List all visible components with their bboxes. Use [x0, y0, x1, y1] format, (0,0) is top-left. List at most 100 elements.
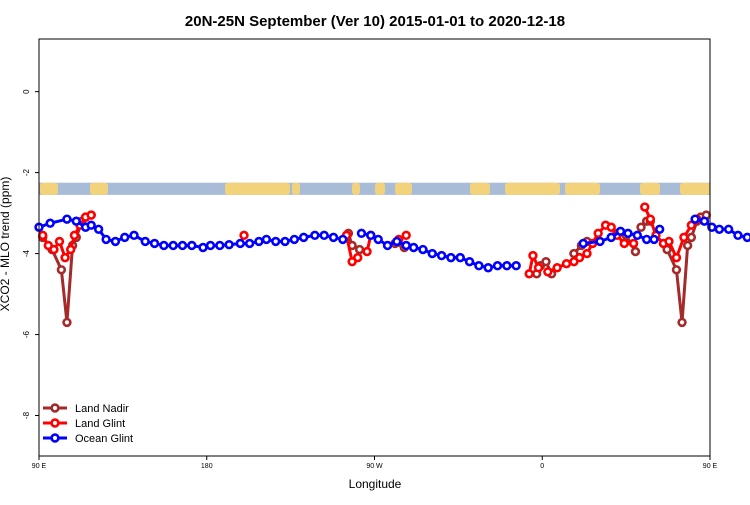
ocean-glint-point [707, 222, 717, 232]
ocean-glint-point [298, 232, 309, 243]
ocean-glint-point [474, 261, 484, 271]
land-glint-point [49, 244, 59, 255]
ocean-glint-point [690, 214, 700, 224]
land-glint-point [679, 232, 689, 243]
y-tick-label: -6 [22, 330, 31, 338]
ocean-glint-point [427, 248, 437, 259]
x-axis: 90 E 180 90 W 0 90 E [32, 456, 718, 470]
map-land [292, 182, 300, 195]
legend-label-land-glint: Land Glint [75, 418, 125, 430]
land-nadir-point [630, 246, 641, 257]
land-glint-point [38, 230, 48, 241]
ocean-glint-point [261, 234, 272, 245]
ocean-glint-point [205, 240, 216, 251]
ocean-glint-point [93, 224, 104, 234]
map-land [565, 182, 600, 195]
map-land [680, 182, 710, 195]
legend-marker-ocean-glint [50, 433, 60, 443]
ocean-glint-point [483, 263, 493, 273]
land-glint-point [593, 228, 603, 239]
land-glint-point [69, 230, 80, 241]
land-nadir-point [671, 265, 682, 275]
legend-label-land-nadir: Land Nadir [75, 403, 129, 415]
land-glint-point [362, 246, 372, 257]
ocean-glint-point [101, 234, 111, 245]
ocean-glint-point [455, 252, 465, 263]
ocean-glint-point [140, 236, 150, 247]
land-glint-point [543, 267, 553, 277]
land-glint-point [239, 230, 249, 241]
ocean-glint-point [492, 261, 503, 271]
ocean-glint-point [215, 240, 225, 251]
map-ocean [39, 182, 710, 195]
ocean-glint-point [632, 230, 643, 241]
ocean-glint-point [71, 216, 81, 226]
land-glint-point [582, 248, 592, 259]
map-land [225, 182, 290, 195]
land-glint-point [54, 236, 65, 247]
ocean-glint-point [595, 236, 605, 247]
ocean-glint-point [149, 238, 160, 249]
land-glint-point [65, 244, 76, 255]
land-nadir-point [56, 265, 67, 275]
ocean-glint-point [699, 216, 710, 226]
land-nadir-point [62, 317, 72, 328]
ocean-glint-point [319, 230, 329, 241]
x-tick-label: 90 E [32, 463, 47, 470]
legend-label-ocean-glint: Ocean Glint [75, 433, 133, 445]
ocean-glint-point [464, 256, 475, 267]
map-land [40, 182, 58, 195]
chart-title: 20N-25N September (Ver 10) 2015-01-01 to… [185, 13, 565, 30]
ocean-glint-point [649, 234, 659, 245]
land-glint-point [524, 269, 534, 279]
ocean-glint-point [110, 236, 121, 247]
y-axis-label: XCO2 - MLO trend (ppm) [0, 177, 12, 312]
legend: Land Nadir Land Glint Ocean Glint [43, 403, 133, 445]
series-ocean-glint [34, 214, 750, 273]
map-band [39, 182, 710, 195]
ocean-glint-point [623, 228, 633, 239]
ocean-glint-point [418, 244, 428, 255]
ocean-glint-point [392, 236, 402, 247]
land-nadir-point [677, 317, 687, 328]
ocean-glint-line [361, 231, 517, 270]
ocean-glint-point [742, 232, 750, 243]
land-glint-point [353, 252, 363, 263]
ocean-glint-point [235, 238, 246, 249]
ocean-glint-point [408, 242, 419, 253]
ocean-glint-point [502, 261, 512, 271]
ocean-glint-point [578, 238, 588, 249]
ocean-glint-point [244, 238, 255, 249]
x-tick-label: 180 [201, 463, 213, 470]
ocean-glint-point [641, 234, 652, 245]
y-axis: 0 -2 -4 -6 -8 [22, 89, 39, 419]
ocean-glint-point [187, 240, 197, 251]
ocean-glint-point [198, 242, 208, 253]
ocean-glint-point [654, 224, 665, 234]
series-layer [34, 202, 750, 328]
ocean-glint-point [271, 236, 281, 247]
land-glint-point [533, 263, 544, 273]
land-nadir-point [682, 240, 693, 251]
x-tick-label: 0 [540, 463, 544, 470]
ocean-glint-point [62, 214, 72, 224]
ocean-glint-point [356, 228, 367, 239]
ocean-glint-point [45, 218, 55, 228]
ocean-glint-point [224, 239, 234, 250]
map-land [470, 182, 490, 195]
map-land [640, 182, 660, 195]
y-tick-label: -8 [22, 411, 31, 419]
ocean-glint-point [86, 220, 96, 230]
ocean-glint-point [401, 240, 411, 251]
ocean-glint-point [723, 224, 734, 234]
land-glint-point [528, 250, 538, 261]
plot-frame [38, 38, 711, 457]
map-land [395, 182, 412, 195]
y-tick-label: -4 [22, 249, 31, 257]
land-glint-point [86, 210, 96, 220]
y-tick-label: -2 [22, 169, 31, 177]
ocean-glint-point [129, 230, 139, 241]
ocean-glint-point [382, 240, 393, 251]
ocean-glint-point [615, 226, 626, 237]
